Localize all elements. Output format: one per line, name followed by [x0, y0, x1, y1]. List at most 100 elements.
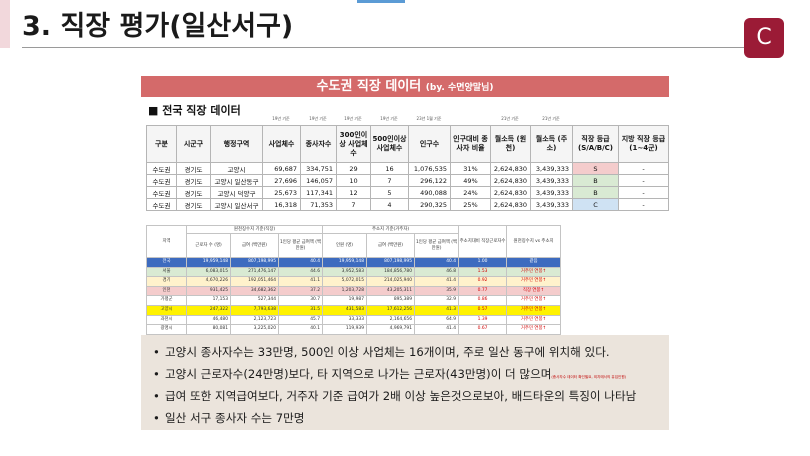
table2-cell: 37.2 — [278, 285, 323, 297]
table2-cell: 2,123,723 — [230, 314, 279, 326]
t2-header-compare: 원천징수지 vs 주소지 — [506, 225, 562, 258]
top-indicator — [357, 0, 405, 3]
table1-cell: - — [618, 198, 669, 211]
table1-cell: 수도권 — [146, 198, 177, 211]
t2-header-workers: 근로자 수 (명) — [186, 233, 231, 258]
t2-header-pay: 급여 (백만원) — [230, 233, 279, 258]
table2-cell: 서울 — [146, 266, 187, 278]
table2-cell: 30.7 — [278, 295, 323, 306]
table2-cell: 1.00 — [458, 257, 508, 268]
table2-cell: 전국 — [146, 257, 187, 268]
table2-cell: 거주민 연봉↑ — [506, 295, 562, 306]
table1-cell: 2,624,830 — [490, 186, 531, 199]
table2-cell: 과천시 — [146, 314, 187, 326]
table2-cell: 119,939 — [322, 324, 367, 335]
table1-cell: 고양시 — [210, 162, 263, 175]
grade-cell: B — [572, 186, 619, 199]
table1-cell: 334,751 — [300, 162, 337, 175]
table2-cell: 2,164,656 — [366, 314, 415, 326]
table1-header[interactable]: 300인이상 사업체수 — [336, 125, 371, 163]
table1-cell: 경기도 — [176, 162, 211, 175]
table2-cell: 431,583 — [322, 304, 367, 316]
table1-header[interactable]: 월소득 (주소) — [530, 125, 573, 163]
table1-cell: 고양시 일산서구 — [210, 198, 263, 211]
table1-cell: 5 — [370, 186, 409, 199]
table1-header[interactable]: 구분 — [146, 125, 177, 163]
table2-cell: 경기 — [146, 276, 187, 287]
note-item: • 급여 또한 지역급여보다, 거주자 기준 급여가 2배 이상 높은것으로보아,… — [153, 386, 669, 408]
table1-header[interactable]: 인구수 — [408, 125, 451, 163]
table2-cell: 고양시 — [146, 304, 187, 316]
table1-hint: 19년 기준 — [309, 116, 327, 121]
table1-cell: 12 — [336, 186, 371, 199]
table1-header[interactable]: 시군구 — [176, 125, 211, 163]
table1-header[interactable]: 월소득 (원천) — [490, 125, 531, 163]
table1-cell: - — [618, 162, 669, 175]
workplace-table: 19년 기준 19년 기준 19년 기준 19년 기준 23년 1월 기준 21년 기준 2… — [146, 116, 669, 211]
table2-cell: 1.53 — [458, 266, 508, 278]
table1-cell: 3,439,333 — [530, 186, 573, 199]
income-table: 지역 원천징수지 기준(직장) 주소지 기준(거주자) 주소지대비 직장근로자수… — [146, 225, 562, 335]
table2-cell: 46,480 — [186, 314, 231, 326]
table1-cell: 3,439,333 — [530, 198, 573, 211]
table-row: 과천시 46,480 2,123,723 45.7 33,333 2,164,656 64.… — [146, 314, 562, 326]
table1-cell: 고양시 일산동구 — [210, 174, 263, 187]
table1-cell: 4 — [370, 198, 409, 211]
table2-cell: 0.77 — [458, 285, 508, 297]
table1-header[interactable]: 지방 직장 등급 (1~4군) — [618, 125, 669, 163]
notes-panel: • 고양시 종사자수는 33만명, 500인 이상 사업체는 16개이며, 주로 … — [141, 335, 669, 430]
table1-hint: 21년 기준 — [542, 116, 560, 121]
table-row: 인천 931,425 34,682,362 37.2 1,203,728 43,205,3… — [146, 285, 562, 297]
note-item: • 고양시 종사자수는 33만명, 500인 이상 사업체는 16개이며, 주로 … — [153, 342, 669, 364]
table2-cell: 인천 — [146, 285, 187, 297]
note-footnote: (종사자수 데이터 확인필요, 외지에서의 유입인원) — [551, 375, 627, 379]
table1-cell: 3,439,333 — [530, 162, 573, 175]
table1-hint: 19년 기준 — [272, 116, 290, 121]
table1-cell: 7 — [370, 174, 409, 187]
table1-cell: 3,439,333 — [530, 174, 573, 187]
table-row: 수도권 경기도 고양시 일산서구 16,318 71,353 7 4 290,325 25% 2,… — [146, 198, 669, 211]
table1-cell: 수도권 — [146, 162, 177, 175]
note-text: 급여 또한 지역급여보다, 거주자 기준 급여가 2배 이상 높은것으로보아, … — [165, 389, 637, 403]
table2-cell: 직장 연봉↑ — [506, 285, 562, 297]
table1-header[interactable]: 종사자수 — [300, 125, 337, 163]
table1-header[interactable]: 행정구역 — [210, 125, 263, 163]
t2-header-ratio: 주소지대비 직장근로자수 — [458, 225, 508, 258]
note-text: 고양시 근로자수(24만명)보다, 타 지역으로 나가는 근로자(43만명)이 … — [165, 367, 552, 381]
t2-header-pay-res: 급여 (백만원) — [366, 233, 415, 258]
table1-hint — [146, 116, 176, 125]
t2-header-avg-pay: 1인당 평균 급여액 (백만원) — [278, 233, 323, 258]
table2-cell: 184,856,780 — [366, 266, 415, 278]
table1-cell: 49% — [450, 174, 491, 187]
table1-hint: 19년 기준 — [344, 116, 362, 121]
table1-cell: 69,687 — [262, 162, 301, 175]
workplace-data-table: 구분 시군구 행정구역 사업체수 종사자수 300인이상 사업체수 500인이상 사업체수 인… — [146, 125, 669, 211]
table2-cell: 32.9 — [413, 295, 460, 306]
table2-cell: 41.4 — [413, 276, 460, 287]
table1-header[interactable]: 직장 등급 (S/A/B/C) — [572, 125, 619, 163]
table1-cell: 10 — [336, 174, 371, 187]
t2-group-workplace: 원천징수지 기준(직장) — [186, 225, 323, 234]
table2-cell: 247,322 — [186, 304, 231, 316]
table-row: 서울 6,083,015 271,476,147 44.6 3,952,583 184,8… — [146, 266, 562, 278]
table1-header[interactable]: 사업체수 — [262, 125, 301, 163]
table1-cell: 146,057 — [300, 174, 337, 187]
table2-cell: 같음 — [506, 257, 562, 268]
table2-cell: 40.1 — [278, 324, 323, 335]
table2-cell: 807,198,995 — [366, 257, 415, 268]
bullet-icon: • — [153, 367, 160, 381]
table-row: 광명시 80,081 3,225,020 40.1 119,939 4,969,791 41… — [146, 324, 562, 335]
table2-cell: 33,333 — [322, 314, 367, 326]
table1-header[interactable]: 500인이상 사업체수 — [370, 125, 409, 163]
table1-hint: 19년 기준 — [380, 116, 398, 121]
table2-cell: 527,344 — [230, 295, 279, 306]
table2-cell: 46.8 — [413, 266, 460, 278]
table2-cell: 192,051,464 — [230, 276, 279, 287]
table1-header[interactable]: 인구대비 종사자 비율 — [450, 125, 491, 163]
table2-cell: 45.7 — [278, 314, 323, 326]
table2-cell: 931,425 — [186, 285, 231, 297]
panel-title-bar: 수도권 직장 데이터 (by. 수면양말님) — [141, 76, 669, 97]
table2-cell: 거주민 연봉↑ — [506, 276, 562, 287]
table2-cell: 34,682,362 — [230, 285, 279, 297]
table1-cell: 7 — [336, 198, 371, 211]
